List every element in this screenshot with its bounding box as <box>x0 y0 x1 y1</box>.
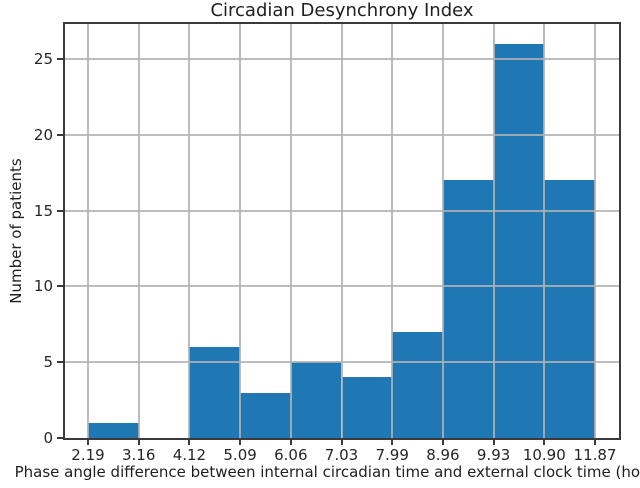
x-tick-mark <box>594 440 596 445</box>
x-gridline <box>492 24 495 438</box>
y-tick-mark <box>57 361 63 364</box>
x-gridline <box>441 24 444 438</box>
x-tick-label: 4.12 <box>172 446 207 464</box>
plot-area: 0 5 10 15 20 25 2.19 3.16 4.12 5.09 6.06 7.03 7.99 8.… <box>34 22 621 464</box>
x-tick-label: 10.90 <box>522 446 566 464</box>
x-tick-label: 2.19 <box>71 446 105 464</box>
y-tick-label: 20 <box>33 125 53 144</box>
x-tick-label: 3.16 <box>121 446 156 464</box>
x-tick-mark <box>543 440 546 445</box>
x-gridline <box>543 24 546 438</box>
histogram-bar <box>544 180 595 438</box>
y-tick-label: 15 <box>33 201 53 220</box>
x-gridline <box>289 24 292 438</box>
x-tick-mark <box>492 440 495 445</box>
x-gridline <box>594 24 596 438</box>
x-tick-label: 9.93 <box>476 446 511 464</box>
x-tick-label: 7.99 <box>375 446 409 464</box>
y-tick-label: 25 <box>33 49 53 68</box>
x-axis-label: Phase angle difference between internal … <box>14 463 640 481</box>
x-tick-label: 8.96 <box>426 446 460 464</box>
histogram-bar <box>392 331 443 438</box>
histogram-bar <box>442 180 494 438</box>
histogram-bar <box>290 362 342 438</box>
y-tick-mark <box>57 57 63 60</box>
y-tick-label: 5 <box>43 353 53 372</box>
histogram-bar <box>88 422 139 438</box>
x-gridline <box>391 24 394 438</box>
histogram-bar <box>341 377 393 438</box>
y-tick-mark <box>57 285 63 288</box>
histogram-bar <box>493 43 545 438</box>
x-tick-mark <box>391 440 394 445</box>
chart-title: Circadian Desynchrony Index <box>210 0 474 21</box>
histogram-bar <box>240 392 291 438</box>
y-tick-label: 0 <box>43 429 53 447</box>
x-tick-mark <box>239 440 242 445</box>
x-gridline <box>239 24 242 438</box>
y-tick-mark <box>57 133 63 136</box>
x-tick-mark <box>137 440 140 445</box>
x-tick-mark <box>340 440 343 445</box>
y-tick-mark <box>57 437 63 439</box>
x-gridline <box>188 24 191 438</box>
x-tick-mark <box>188 440 191 445</box>
x-gridline <box>137 24 140 438</box>
y-tick-mark <box>57 209 63 212</box>
y-tick-label: 10 <box>33 277 53 296</box>
x-tick-label: 5.09 <box>223 446 257 464</box>
x-gridline <box>340 24 343 438</box>
x-tick-mark <box>289 440 292 445</box>
x-tick-label: 6.06 <box>274 446 308 464</box>
x-tick-mark <box>87 440 89 445</box>
x-gridline <box>87 24 89 438</box>
x-tick-mark <box>441 440 444 445</box>
x-tick-label: 11.87 <box>573 446 617 464</box>
y-axis-label: Number of patients <box>7 158 25 304</box>
x-tick-label: 7.03 <box>324 446 359 464</box>
